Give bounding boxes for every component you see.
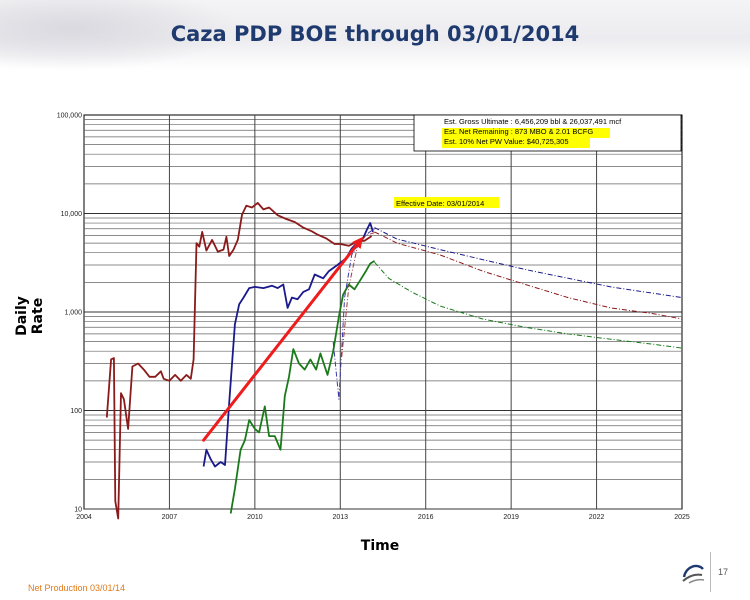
x-tick-label: 2025 xyxy=(674,514,690,521)
trend-arrow xyxy=(202,236,364,442)
series-lines xyxy=(105,201,683,520)
highlight-net-remaining xyxy=(442,128,610,138)
estimate-line-1: Est. Gross Ultimate : 6,456,209 bbl & 26… xyxy=(444,117,622,126)
x-tick-label: 2010 xyxy=(247,514,263,521)
x-tick-label: 2019 xyxy=(503,514,519,521)
y-axis-title: Daily Rate xyxy=(14,296,46,336)
header-haze xyxy=(0,0,240,70)
series-line-8 xyxy=(341,232,375,357)
trend-arrow-shaft xyxy=(202,243,358,442)
series-line-1 xyxy=(105,201,373,520)
x-tick-label: 2022 xyxy=(589,514,605,521)
effective-date-highlight xyxy=(394,197,499,208)
y-tick-label: 100,000 xyxy=(57,113,82,120)
series-line-3 xyxy=(229,260,375,514)
y-tick-label: 1,000 xyxy=(64,310,82,317)
x-tick-label: 2004 xyxy=(76,514,92,521)
series-line-4 xyxy=(374,231,683,320)
highlight-pw-value xyxy=(442,138,590,148)
chart-grid xyxy=(83,114,683,510)
x-axis-title: Time xyxy=(360,538,400,554)
series-line-5 xyxy=(374,227,683,299)
series-line-6 xyxy=(374,261,683,349)
y-tick-label: 10,000 xyxy=(61,211,83,218)
x-tick-label: 2013 xyxy=(332,514,348,521)
tick-labels: 2004 2007 2010 2013 2016 2019 2022 2025 10 100 1,0… xyxy=(57,113,690,522)
trend-arrow-head xyxy=(351,236,364,249)
company-logo-icon xyxy=(682,564,705,584)
estimate-line-2: Est. Net Remaining : 873 MBO & 2.01 BCFG xyxy=(444,127,593,136)
footer-note: Net Production 03/01/14 xyxy=(28,583,126,593)
y-tick-label: 100 xyxy=(70,408,82,415)
effective-date-label: Effective Date: 03/01/2014 xyxy=(396,199,484,208)
chart-annotations: Est. Gross Ultimate : 6,456,209 bbl & 26… xyxy=(394,114,682,208)
slide-title: Caza PDP BOE through 03/01/2014 xyxy=(170,22,580,46)
page-number: 17 xyxy=(718,567,729,577)
y-tick-label: 10 xyxy=(74,507,82,514)
series-line-7 xyxy=(332,228,375,400)
x-tick-label: 2016 xyxy=(418,514,434,521)
x-tick-label: 2007 xyxy=(162,514,178,521)
estimate-line-3: Est. 10% Net PW Value: $40,725,305 xyxy=(444,137,569,146)
footer-divider xyxy=(710,552,711,592)
header-band xyxy=(0,0,750,70)
